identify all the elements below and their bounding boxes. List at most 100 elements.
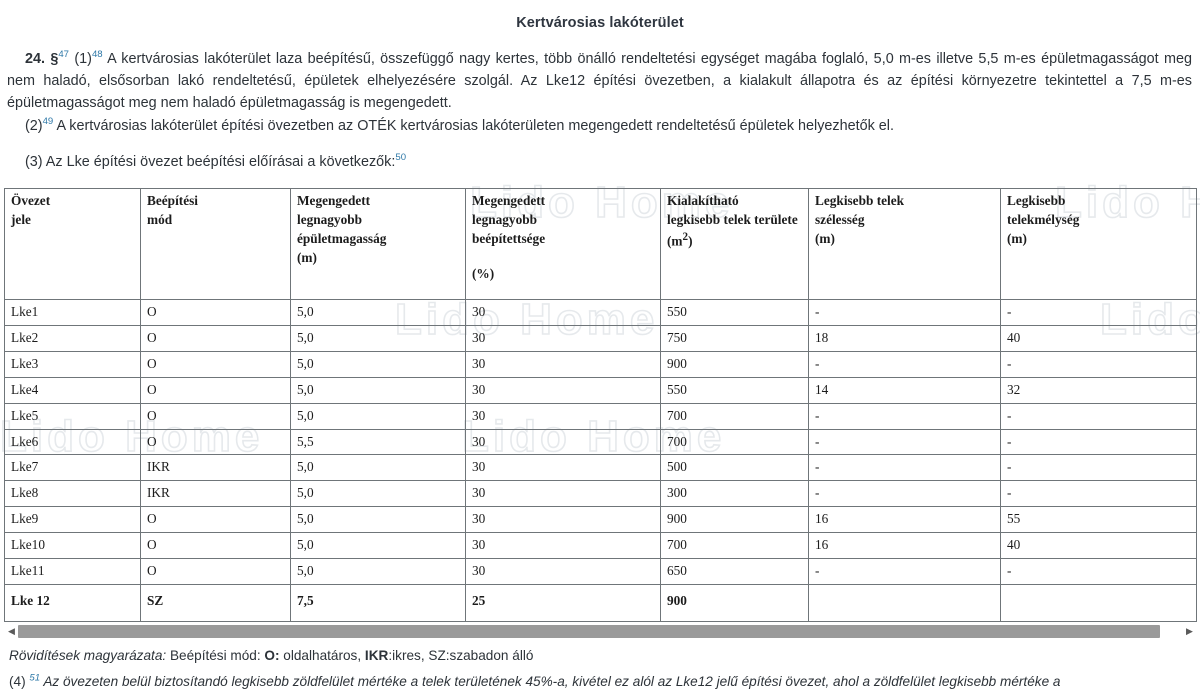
table-row: Lke5 O 5,0 30 700- - <box>4 402 1197 430</box>
table-row: Lke3 O 5,0 30 900- - <box>4 350 1197 378</box>
paragraph-1: 24. §47 (1)48 A kertvárosias lakóterület… <box>7 49 1192 115</box>
header-line-2: telekmélység <box>1007 212 1080 228</box>
cell-min-plot-depth: - <box>1000 454 1197 482</box>
paragraph-4-text: Az övezeten belül biztosítandó legkisebb… <box>40 674 1061 690</box>
cell-max-coverage: 30 <box>465 532 661 559</box>
cell-min-plot-area: 900 <box>660 583 809 622</box>
column-header-min-plot-depth: Legkisebb telekmélység (m) <box>1000 188 1197 301</box>
footnote-ref-47[interactable]: 47 <box>58 49 70 61</box>
header-unit: (m2) <box>667 230 693 249</box>
table-row: Lke 12 SZ 7,5 25 900 <box>4 583 1197 622</box>
cell-max-height: 5,0 <box>290 454 466 482</box>
paragraph-3-clause: (3) <box>25 153 43 170</box>
cell-min-plot-width: - <box>808 402 1001 430</box>
footnote-ref-51[interactable]: 51 <box>29 672 41 684</box>
header-line-3: épületmagasság <box>297 230 387 246</box>
cell-mode: O <box>140 532 291 559</box>
cell-zone: Lke5 <box>4 402 141 430</box>
paragraph-1-number: 24. § <box>25 51 59 67</box>
abbrev-o-key: O: <box>264 647 280 663</box>
cell-min-plot-area: 700 <box>660 532 809 559</box>
header-line-2: szélesség <box>815 212 865 228</box>
cell-min-plot-depth: - <box>1000 557 1197 585</box>
horizontal-scrollbar[interactable]: ◀ ▶ <box>5 623 1196 639</box>
cell-min-plot-width: - <box>808 480 1001 508</box>
column-header-max-height: Megengedett legnagyobb épületmagasság (m… <box>290 188 466 301</box>
header-line-2: legnagyobb <box>297 212 363 228</box>
cell-min-plot-width: 18 <box>808 325 1001 352</box>
paragraph-3-text: Az Lke építési övezet beépítési előírása… <box>42 153 396 170</box>
scroll-left-arrow-icon[interactable]: ◀ <box>8 625 15 636</box>
paragraph-4-clause: (4) <box>9 674 26 690</box>
cell-min-plot-width: - <box>808 557 1001 585</box>
column-header-max-coverage: Megengedett legnagyobb beépítettsége (%) <box>465 188 661 301</box>
page-title: Kertvárosias lakóterület <box>516 15 684 31</box>
cell-max-coverage: 30 <box>465 454 661 482</box>
cell-mode: O <box>140 325 291 352</box>
cell-mode: SZ <box>140 583 291 622</box>
header-unit: (%) <box>472 265 495 281</box>
cell-max-height: 5,0 <box>290 480 466 508</box>
abbrev-label: Rövidítések magyarázata: <box>9 647 167 663</box>
cell-min-plot-depth: - <box>1000 428 1197 456</box>
cell-zone: Lke4 <box>4 376 141 404</box>
cell-zone: Lke6 <box>4 428 141 456</box>
cell-min-plot-area: 300 <box>660 480 809 508</box>
footnote-ref-48[interactable]: 48 <box>91 49 103 61</box>
cell-min-plot-area: 900 <box>660 350 809 378</box>
cell-max-coverage: 30 <box>465 325 661 352</box>
header-unit: (m) <box>297 249 317 265</box>
cell-max-coverage: 30 <box>465 557 661 585</box>
footer-notes: Rövidítések magyarázata: Beépítési mód: … <box>0 646 1200 693</box>
header-line-1: Legkisebb <box>1007 193 1066 209</box>
header-line-2: mód <box>147 212 173 228</box>
abbrev-ikr-key: IKR <box>364 647 389 663</box>
cell-min-plot-depth: - <box>1000 480 1197 508</box>
table-head: Övezet jele Beépítési mód Megengedett le… <box>4 188 1197 301</box>
cell-min-plot-depth: - <box>1000 350 1197 378</box>
cell-max-coverage: 30 <box>465 402 661 430</box>
paragraph-2: (2)49 A kertvárosias lakóterület építési… <box>7 116 1192 138</box>
scrollbar-thumb[interactable] <box>18 624 1160 638</box>
cell-min-plot-width: - <box>808 428 1001 456</box>
table-row: Lke9 O 5,0 30 900 16 55 <box>4 506 1197 534</box>
header-line-1: Megengedett <box>297 193 371 209</box>
header-line-3: beépítettsége <box>472 230 546 246</box>
cell-min-plot-width: - <box>808 299 1001 327</box>
table-body: Lke1 O 5,0 30 550- - Lke2 O 5,0 30 750 18 40 Lke3 O 5,0… <box>4 299 1197 622</box>
cell-mode: O <box>140 428 291 456</box>
scrollbar-track[interactable] <box>18 624 1183 638</box>
cell-max-height: 5,0 <box>290 506 466 534</box>
table-row: Lke8 IKR 5,0 30 300- - <box>4 480 1197 508</box>
cell-max-coverage: 30 <box>465 506 661 534</box>
cell-min-plot-area: 700 <box>660 402 809 430</box>
column-header-zone: Övezet jele <box>4 188 141 301</box>
header-line-2: legkisebb telek területe <box>667 212 798 228</box>
cell-max-height: 7,5 <box>290 583 466 622</box>
cell-min-plot-depth: 40 <box>1000 532 1197 559</box>
paragraph-4: (4) 51 Az övezeten belül biztosítandó le… <box>9 672 1192 692</box>
footnote-ref-49[interactable]: 49 <box>42 115 54 127</box>
cell-max-coverage: 30 <box>465 428 661 456</box>
paragraph-1-text: A kertvárosias lakóterület laza beépítés… <box>7 51 1192 111</box>
header-line-1: Megengedett <box>472 193 546 209</box>
abbrev-ikr-value: :ikres, SZ:szabadon álló <box>388 647 534 663</box>
cell-min-plot-width: 16 <box>808 506 1001 534</box>
abbrev-intro: Beépítési mód: <box>166 647 265 663</box>
cell-min-plot-area: 900 <box>660 506 809 534</box>
paragraph-2-clause: (2) <box>25 117 43 134</box>
cell-min-plot-area: 750 <box>660 325 809 352</box>
column-header-min-plot-width: Legkisebb telek szélesség (m) <box>808 188 1001 301</box>
table-row: Lke11 O 5,0 30 650- - <box>4 557 1197 585</box>
abbreviation-note: Rövidítések magyarázata: Beépítési mód: … <box>9 646 1192 666</box>
cell-zone: Lke8 <box>4 480 141 508</box>
paragraph-3: (3) Az Lke építési övezet beépítési előí… <box>7 152 1192 174</box>
table-row: Lke1 O 5,0 30 550- - <box>4 299 1197 327</box>
cell-min-plot-area: 650 <box>660 557 809 585</box>
cell-zone: Lke 12 <box>4 583 141 622</box>
cell-min-plot-width: - <box>808 454 1001 482</box>
cell-mode: O <box>140 299 291 327</box>
scroll-right-arrow-icon[interactable]: ▶ <box>1186 625 1193 636</box>
footnote-ref-50[interactable]: 50 <box>395 152 407 164</box>
cell-zone: Lke1 <box>4 299 141 327</box>
